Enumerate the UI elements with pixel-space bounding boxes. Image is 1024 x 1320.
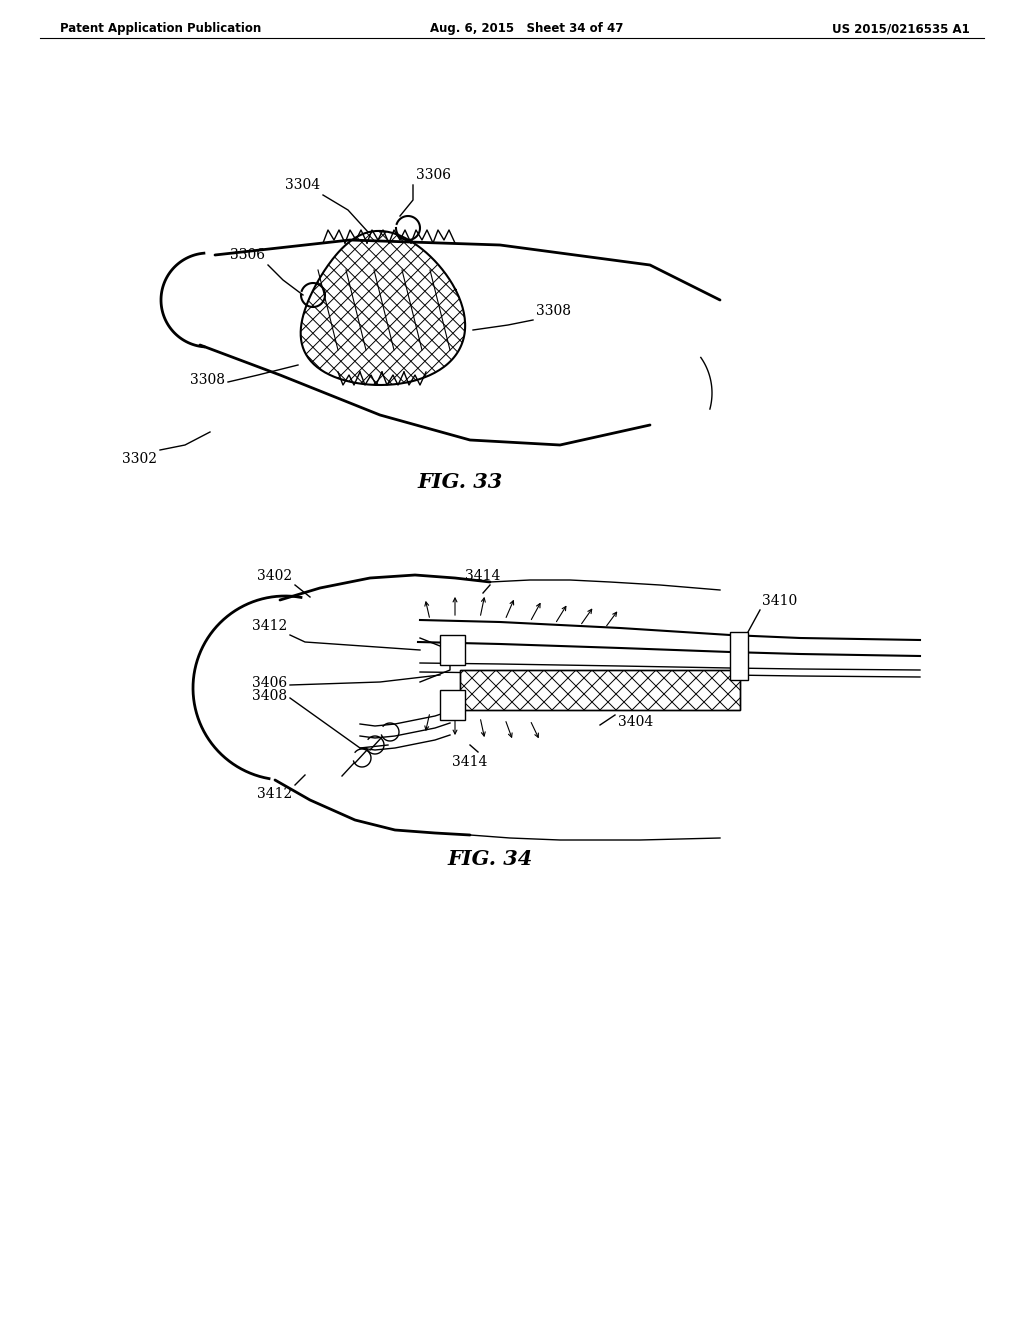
Text: 3408: 3408 xyxy=(252,689,287,704)
Text: 3414: 3414 xyxy=(465,569,501,583)
Text: 3308: 3308 xyxy=(536,304,571,318)
Text: 3306: 3306 xyxy=(230,248,265,261)
Bar xyxy=(730,632,748,680)
Text: 3412: 3412 xyxy=(252,619,287,634)
Text: 3302: 3302 xyxy=(122,451,157,466)
Text: 3306: 3306 xyxy=(416,168,451,182)
Text: 3410: 3410 xyxy=(762,594,798,609)
Text: US 2015/0216535 A1: US 2015/0216535 A1 xyxy=(833,22,970,36)
Text: Patent Application Publication: Patent Application Publication xyxy=(60,22,261,36)
Bar xyxy=(460,671,740,710)
Text: 3406: 3406 xyxy=(252,676,287,690)
Text: 3404: 3404 xyxy=(618,715,653,729)
Text: 3412: 3412 xyxy=(257,787,292,801)
Text: 3402: 3402 xyxy=(257,569,292,583)
Text: FIG. 33: FIG. 33 xyxy=(418,473,503,492)
Text: 3414: 3414 xyxy=(453,755,487,770)
Bar xyxy=(440,635,465,665)
Text: Aug. 6, 2015   Sheet 34 of 47: Aug. 6, 2015 Sheet 34 of 47 xyxy=(430,22,624,36)
Text: 3304: 3304 xyxy=(285,178,319,191)
Text: 3308: 3308 xyxy=(190,374,225,387)
Bar xyxy=(440,690,465,719)
Text: FIG. 34: FIG. 34 xyxy=(447,849,532,869)
Bar xyxy=(460,671,740,710)
